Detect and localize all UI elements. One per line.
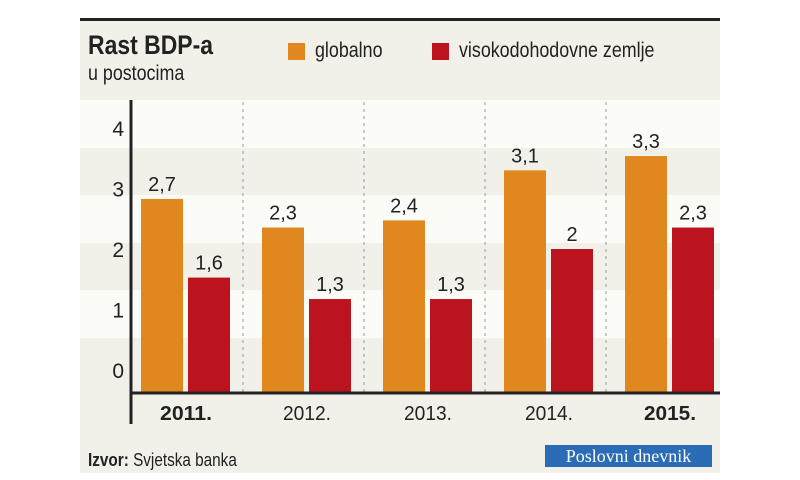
source-label: Izvor: xyxy=(88,450,129,470)
data-label: 1,3 xyxy=(437,274,465,296)
data-label: 2,4 xyxy=(390,195,418,217)
y-tick-label: 3 xyxy=(112,179,124,202)
x-tick-label: 2011. xyxy=(160,403,212,425)
band xyxy=(80,100,720,148)
bar-visokodohodovne xyxy=(672,227,714,392)
y-tick-label: 4 xyxy=(112,118,124,141)
legend-label: visokodohodovne zemlje xyxy=(459,39,655,62)
data-label: 2,3 xyxy=(679,203,707,225)
data-label: 2 xyxy=(566,224,577,246)
chart-title: Rast BDP-a xyxy=(88,30,213,60)
legend-item-visokodohodovne: visokodohodovne zemlje xyxy=(432,39,689,62)
x-tick-label: 2013. xyxy=(404,403,452,425)
bar-globalno xyxy=(141,198,183,392)
source-note: Izvor: Svjetska banka xyxy=(88,450,237,471)
legend-label: globalno xyxy=(315,39,383,62)
bar-globalno xyxy=(383,220,425,392)
x-tick-label: 2012. xyxy=(283,403,331,425)
chart-subtitle: u postocima xyxy=(88,62,185,85)
legend-item-globalno: globalno xyxy=(288,39,394,62)
x-tick-label: 2014. xyxy=(525,403,573,425)
y-tick-label: 0 xyxy=(112,360,124,383)
y-tick-label: 1 xyxy=(112,300,124,323)
x-tick-label: 2015. xyxy=(644,403,696,425)
poslovni-dnevnik-logo: Poslovni dnevnik xyxy=(545,445,712,467)
bar-visokodohodovne xyxy=(188,277,230,392)
data-label: 3,1 xyxy=(511,145,539,167)
data-label: 2,7 xyxy=(148,174,176,196)
source-value: Svjetska banka xyxy=(133,450,237,470)
legend-swatch xyxy=(288,42,305,60)
data-label: 2,3 xyxy=(269,203,297,225)
data-label: 1,3 xyxy=(316,274,344,296)
data-label: 3,3 xyxy=(632,131,660,153)
legend-swatch xyxy=(432,42,449,60)
bar-globalno xyxy=(625,156,667,392)
bar-visokodohodovne xyxy=(430,299,472,392)
data-label: 1,6 xyxy=(195,253,223,275)
y-tick-label: 2 xyxy=(112,239,124,262)
bar-visokodohodovne xyxy=(309,299,351,392)
bar-globalno xyxy=(504,170,546,392)
bar-globalno xyxy=(262,227,304,392)
bar-visokodohodovne xyxy=(551,249,593,392)
